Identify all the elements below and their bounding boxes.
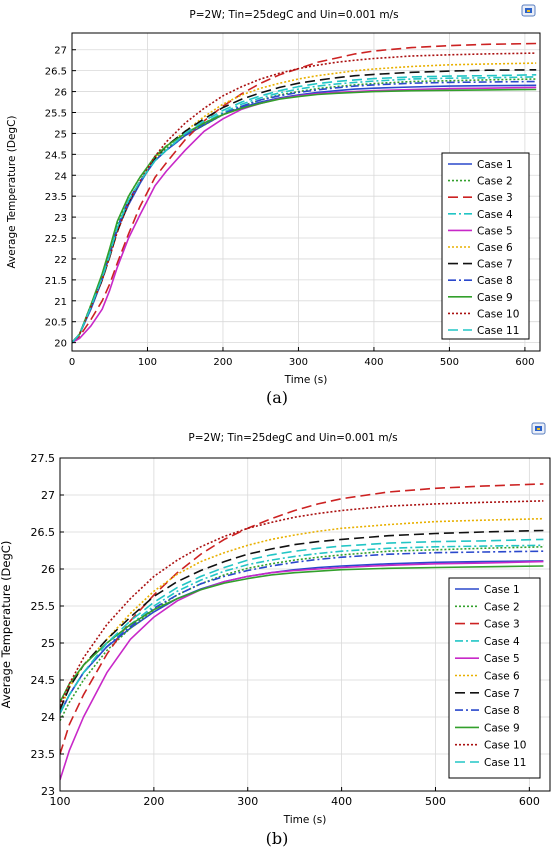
y-tick-label: 21.5	[45, 276, 67, 287]
legend-label: Case 1	[484, 584, 520, 596]
x-tick-label: 500	[440, 357, 459, 368]
x-tick-label: 200	[143, 795, 164, 808]
y-tick-label: 26.5	[31, 526, 56, 539]
legend-label: Case 3	[477, 192, 513, 204]
y-axis-label: Average Temperature (DegC)	[6, 115, 18, 268]
chart-a: 0 100 200 300 400 500 600 20 20.5 21 21.5 22 22.5 23 2…	[6, 4, 541, 407]
legend-label: Case 2	[477, 176, 513, 188]
series-group	[72, 42, 537, 344]
legend-label: Case 1	[477, 159, 513, 171]
y-tick-label: 23	[41, 785, 55, 798]
y-tick-label: 25.5	[45, 109, 67, 120]
y-tick-label: 25.5	[31, 600, 56, 613]
legend: Case 1 Case 2 Case 3 Case 4 Case 5 Case 6 Case…	[441, 152, 530, 340]
y-tick-label: 25	[54, 129, 67, 140]
series-line-case-7	[60, 529, 544, 710]
series-group	[60, 483, 544, 781]
y-tick-label: 26	[54, 88, 67, 99]
figure-caption: (b)	[266, 829, 289, 848]
y-tick-label: 21	[54, 297, 67, 308]
legend-label: Case 11	[484, 757, 526, 769]
x-tick-label: 600	[519, 795, 540, 808]
x-axis-label: Time (s)	[284, 374, 328, 386]
series-line-case-10	[72, 52, 537, 344]
legend-label: Case 7	[477, 259, 513, 271]
y-tick-label: 27.5	[31, 452, 56, 465]
x-tick-label: 400	[364, 357, 383, 368]
axes-frame	[59, 457, 551, 792]
image-export-icon[interactable]	[531, 422, 546, 435]
y-tick-label: 24.5	[45, 150, 67, 161]
figure-caption: (a)	[266, 388, 288, 407]
series-line-case-2	[60, 546, 544, 722]
series-line-case-3	[60, 483, 544, 755]
legend-label: Case 8	[484, 705, 520, 717]
y-tick-label: 23.5	[31, 748, 56, 761]
legend-label: Case 4	[477, 209, 513, 221]
series-line-case-9	[72, 88, 537, 344]
series-line-case-5	[60, 560, 544, 781]
x-tick-label: 300	[237, 795, 258, 808]
chart-b: 100 200 300 400 500 600 23 23.5 24 24.5 25 25.5 26 26…	[0, 422, 551, 848]
y-tick-label: 24	[54, 171, 67, 182]
legend-label: Case 6	[484, 671, 520, 683]
legend-label: Case 2	[484, 601, 520, 613]
legend-label: Case 9	[477, 292, 513, 304]
y-tick-label: 27	[41, 489, 55, 502]
y-tick-label: 27	[54, 46, 67, 57]
y-tick-label: 26	[41, 563, 55, 576]
legend-box	[441, 152, 530, 340]
y-tick-label: 26.5	[45, 67, 67, 78]
y-axis-label: Average Temperature (DegC)	[0, 541, 13, 709]
y-tick-label: 25	[41, 637, 55, 650]
y-tick-label: 22	[54, 255, 67, 266]
legend-label: Case 8	[477, 275, 513, 287]
legend-label: Case 9	[484, 722, 520, 734]
y-tick-label: 20	[54, 339, 67, 350]
x-tick-label: 0	[69, 357, 75, 368]
legend-label: Case 5	[477, 225, 513, 237]
series-line-case-8	[60, 550, 544, 714]
legend: Case 1 Case 2 Case 3 Case 4 Case 5 Case 6 Case…	[448, 577, 541, 779]
axes-frame	[71, 32, 541, 352]
legend-label: Case 11	[477, 325, 519, 337]
y-tick-label: 23	[54, 213, 67, 224]
x-tick-label: 500	[425, 795, 446, 808]
series-line-case-11	[72, 74, 537, 344]
x-tick-label: 300	[289, 357, 308, 368]
legend-label: Case 7	[484, 688, 520, 700]
legend-label: Case 6	[477, 242, 513, 254]
y-tick-label: 20.5	[45, 318, 67, 329]
x-tick-label: 600	[515, 357, 534, 368]
chart-title: P=2W; Tin=25degC and Uin=0.001 m/s	[188, 432, 397, 444]
legend-label: Case 3	[484, 619, 520, 631]
legend-label: Case 5	[484, 653, 520, 665]
y-tick-label: 24	[41, 711, 55, 724]
x-tick-label: 400	[331, 795, 352, 808]
image-export-icon[interactable]	[521, 4, 536, 17]
y-tick-label: 24.5	[31, 674, 56, 687]
series-line-case-6	[60, 517, 544, 710]
legend-label: Case 10	[484, 740, 526, 752]
x-tick-label: 200	[213, 357, 232, 368]
series-line-case-11	[60, 538, 544, 714]
x-axis-label: Time (s)	[283, 814, 327, 826]
y-tick-label: 22.5	[45, 234, 67, 245]
y-tick-label: 23.5	[45, 192, 67, 203]
series-line-case-5	[72, 86, 537, 344]
legend-label: Case 4	[484, 636, 520, 648]
x-tick-label: 100	[138, 357, 157, 368]
chart-title: P=2W; Tin=25degC and Uin=0.001 m/s	[189, 9, 398, 21]
x-tick-label: 100	[50, 795, 71, 808]
legend-label: Case 10	[477, 308, 519, 320]
